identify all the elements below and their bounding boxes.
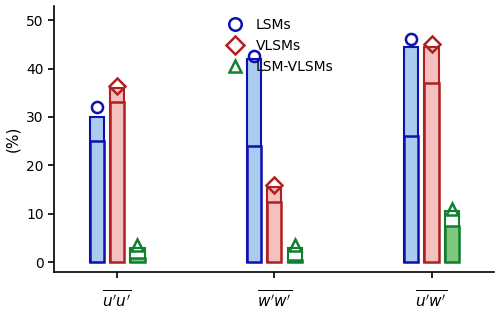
Bar (404, 47, 418, 262)
Bar (247, 146, 261, 262)
Y-axis label: (%): (%) (6, 126, 20, 152)
Bar (90, 117, 104, 262)
Bar (90, 141, 104, 262)
Bar (267, 202, 281, 262)
Bar (267, 187, 281, 262)
Bar (247, 59, 261, 262)
Bar (130, 248, 144, 262)
Bar (445, 226, 459, 262)
Bar (130, 258, 144, 262)
Bar (445, 211, 459, 262)
Bar (424, 47, 438, 262)
Bar (424, 83, 438, 262)
Legend: LSMs, VLSMs, LSM-VLSMs: LSMs, VLSMs, LSM-VLSMs (215, 13, 339, 79)
Bar (110, 102, 124, 262)
Bar (288, 260, 302, 262)
Bar (288, 248, 302, 262)
Bar (404, 136, 418, 262)
Bar (110, 88, 124, 262)
